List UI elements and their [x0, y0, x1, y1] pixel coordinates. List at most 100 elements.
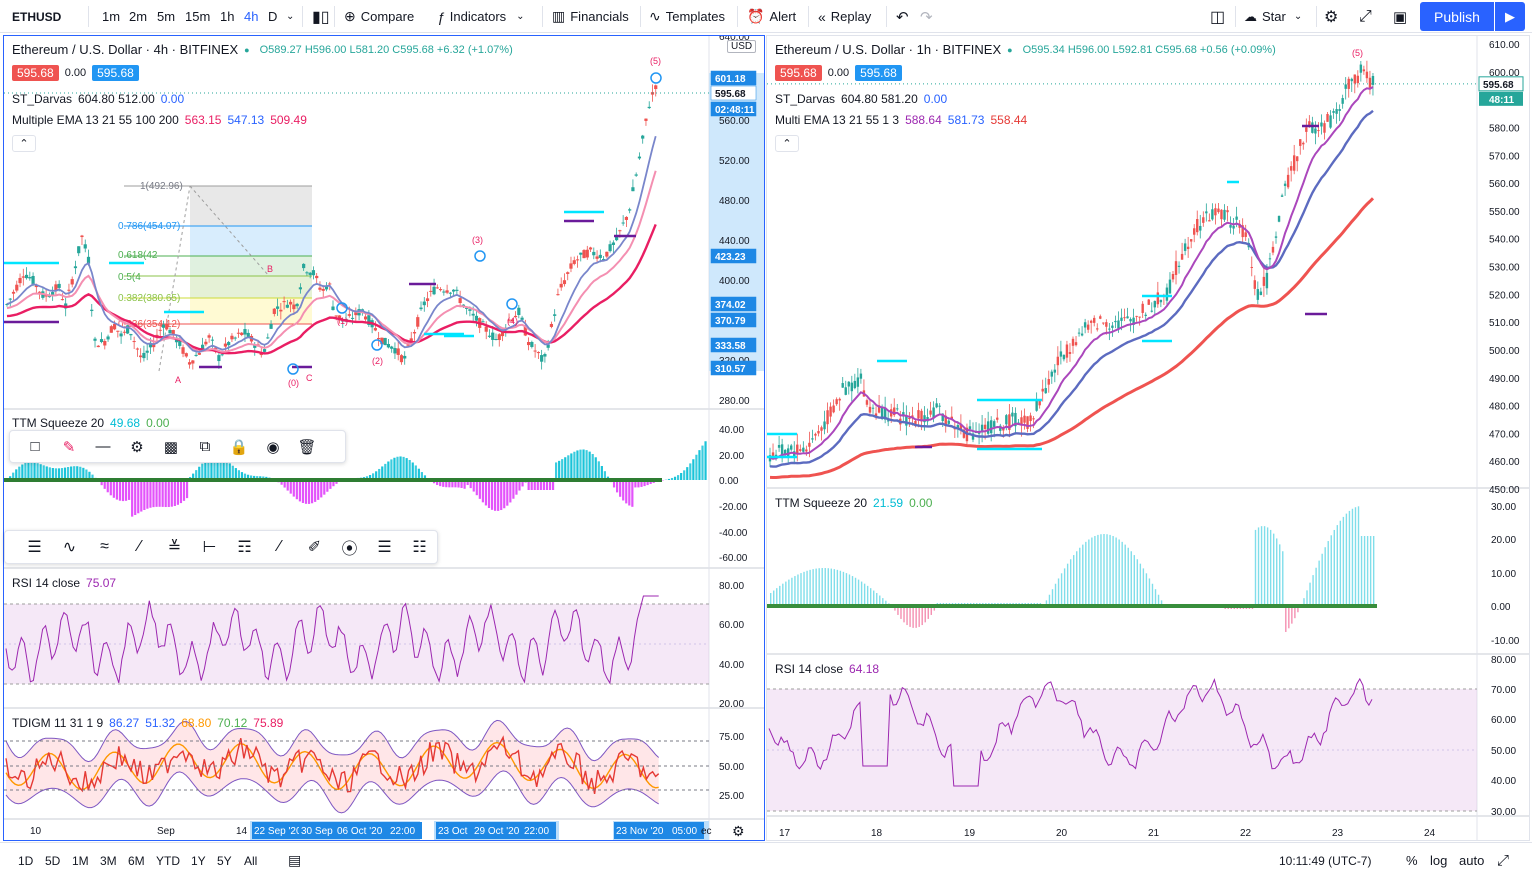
abc-pattern-icon[interactable]: ≈: [87, 538, 122, 556]
ttm-bar: [683, 470, 685, 480]
fib-zone-618: [190, 256, 312, 276]
candle-body: [498, 334, 501, 340]
line-style-icon[interactable]: —: [86, 438, 120, 455]
layout-icon[interactable]: ◫: [1210, 0, 1225, 33]
clock[interactable]: 10:11:49 (UTC-7): [1279, 843, 1371, 878]
regression-icon[interactable]: ☷: [402, 537, 437, 557]
range-YTD[interactable]: YTD: [156, 843, 180, 878]
chart-right-canvas[interactable]: 610.00600.00590.00580.00570.00560.00550.…: [767, 36, 1530, 841]
interval-2m[interactable]: 2m: [129, 0, 147, 33]
candle-body: [848, 382, 850, 387]
undo-icon[interactable]: ↶: [896, 0, 909, 33]
template-icon[interactable]: ▩: [154, 438, 188, 456]
fib-icon[interactable]: ≚: [157, 537, 192, 557]
select-box-icon[interactable]: □: [18, 438, 52, 455]
range-3M[interactable]: 3M: [100, 843, 117, 878]
range-1Y[interactable]: 1Y: [191, 843, 206, 878]
collapse-legend-icon[interactable]: ⌃: [775, 135, 799, 152]
candles-icon[interactable]: ▮▯: [312, 0, 330, 33]
interval-1m[interactable]: 1m: [102, 0, 120, 33]
publish-button[interactable]: Publish: [1420, 2, 1494, 31]
trend-channel-icon[interactable]: ∕: [122, 538, 157, 556]
log-toggle[interactable]: log: [1430, 843, 1447, 878]
candle-body: [299, 287, 302, 289]
camera-icon[interactable]: ▣: [1393, 0, 1407, 33]
candle-body: [1175, 261, 1177, 275]
ttm-bar: [396, 457, 398, 480]
candle-body: [1217, 209, 1219, 213]
horizontal-lines-icon[interactable]: ☰: [17, 537, 52, 557]
candle-body: [530, 342, 533, 347]
currency-label[interactable]: USD: [727, 40, 756, 53]
percent-toggle[interactable]: %: [1406, 843, 1418, 878]
right-ask-tag[interactable]: 595.68: [855, 65, 902, 81]
pitchfork-icon[interactable]: ☶: [227, 537, 262, 557]
time-tick-label: Sep: [157, 826, 175, 837]
ttm-bar: [43, 465, 45, 480]
interval-5m[interactable]: 5m: [157, 0, 175, 33]
eye-icon[interactable]: ◉: [256, 438, 290, 456]
interval-15m[interactable]: 15m: [185, 0, 210, 33]
wave-label: B: [267, 264, 273, 274]
gear-icon[interactable]: ⚙: [1324, 0, 1338, 33]
interval-1h[interactable]: 1h: [220, 0, 234, 33]
symbol-search[interactable]: ETHUSD: [12, 0, 61, 33]
parallel-channel-icon[interactable]: ☰: [367, 537, 402, 557]
range-5Y[interactable]: 5Y: [217, 843, 232, 878]
trash-icon[interactable]: 🗑: [290, 438, 324, 456]
ttm-bar: [870, 588, 871, 606]
play-icon[interactable]: ▶: [1495, 2, 1525, 31]
candle-body: [520, 318, 523, 320]
right-bid-tag[interactable]: 595.68: [775, 65, 822, 81]
interval-D[interactable]: D: [268, 0, 277, 33]
pencil-icon[interactable]: ✎: [52, 438, 86, 456]
chart-right[interactable]: 610.00600.00590.00580.00570.00560.00550.…: [766, 35, 1530, 841]
financials-button[interactable]: ▥Financials: [552, 0, 629, 33]
ttm-bar: [183, 480, 185, 501]
redo-icon[interactable]: ↷: [920, 0, 933, 33]
range-5D[interactable]: 5D: [45, 843, 60, 878]
range-All[interactable]: All: [244, 843, 257, 878]
ttm-bar: [125, 480, 127, 501]
wave-12345-icon[interactable]: ∿: [52, 537, 87, 557]
ttm-bar: [915, 606, 916, 628]
candle-body: [472, 314, 475, 316]
goto-date-icon[interactable]: ▤: [288, 843, 301, 878]
range-1M[interactable]: 1M: [72, 843, 89, 878]
ttm-bar: [403, 457, 405, 480]
candle-body: [1369, 78, 1371, 88]
xabcd-icon[interactable]: ✐: [297, 537, 332, 557]
left-bid-tag[interactable]: 595.68: [12, 65, 59, 81]
candle-body: [1145, 315, 1147, 316]
candle-body: [273, 309, 276, 314]
range-6M[interactable]: 6M: [128, 843, 145, 878]
chevron-down-icon[interactable]: ⌄: [286, 0, 294, 33]
chevron-down-icon: ⌄: [1294, 11, 1302, 22]
auto-toggle[interactable]: auto: [1459, 843, 1484, 878]
spiral-icon[interactable]: ⦿: [332, 535, 367, 559]
star-button[interactable]: ☁Star⌄: [1244, 0, 1302, 33]
fullscreen-icon[interactable]: ⤢: [1497, 843, 1509, 878]
clone-icon[interactable]: ⧉: [188, 438, 222, 455]
candle-body: [198, 353, 201, 355]
fullscreen-icon[interactable]: ⤢: [1359, 0, 1372, 33]
interval-4h[interactable]: 4h: [244, 0, 258, 33]
left-ask-tag[interactable]: 595.68: [92, 65, 139, 81]
time-tick-label: 20: [1056, 828, 1068, 839]
candle-body: [1035, 400, 1037, 411]
collapse-legend-icon[interactable]: ⌃: [12, 135, 36, 152]
templates-button[interactable]: ∿Templates: [649, 0, 725, 33]
compare-button[interactable]: ⊕Compare: [344, 0, 414, 33]
lock-icon[interactable]: 🔒: [222, 438, 256, 456]
alert-button[interactable]: ⏰Alert: [747, 0, 796, 33]
price-tick-label: 550.00: [1489, 207, 1520, 218]
candle-body: [139, 356, 142, 358]
candle-body: [1102, 323, 1104, 324]
replay-button[interactable]: «Replay: [818, 0, 871, 33]
range-1D[interactable]: 1D: [18, 843, 33, 878]
trend-line-icon[interactable]: ∕: [262, 538, 297, 556]
horizontal-ray-icon[interactable]: ⊢: [192, 537, 227, 557]
gear-icon[interactable]: ⚙: [120, 438, 154, 456]
candle-body: [103, 341, 106, 345]
